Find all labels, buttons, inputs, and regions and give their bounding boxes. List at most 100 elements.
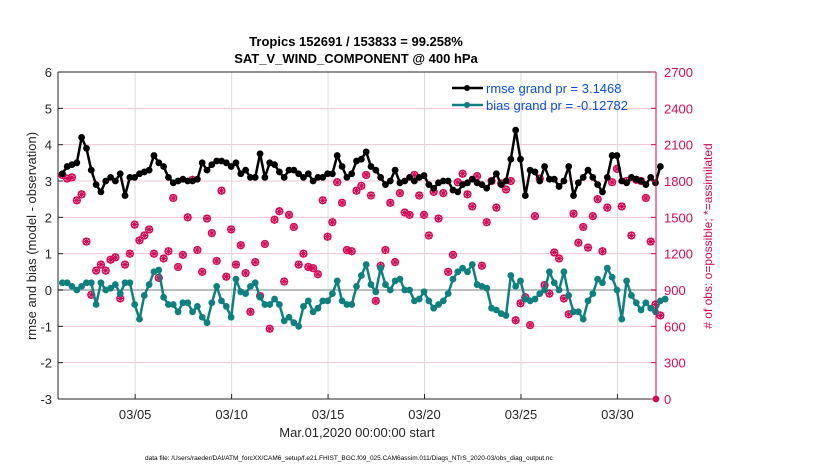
rmse-point [357,155,365,163]
bias-point [454,268,462,276]
bias-point [623,277,630,285]
legend-label-rmse: rmse grand pr = 3.1468 [486,81,622,96]
bias-point [68,282,76,290]
rmse-point [338,163,346,170]
obs-count-point [569,209,578,218]
obs-count-point [468,202,477,211]
rmse-point [603,173,611,181]
y-tick-label-right: 300 [664,356,686,371]
bias-point [121,279,129,287]
x-ticks: 03/05 03/10 03/15 03/20 03/25 03/30 [119,394,634,422]
obs-count-point [202,214,212,223]
obs-count-point [419,210,429,220]
obs-count-point [337,198,347,207]
rmse-point [386,177,394,185]
obs-count-point [646,237,655,246]
y-tick-label: 4 [45,138,52,153]
bias-point [560,268,568,276]
bias-point [574,308,582,316]
obs-count-point [67,173,77,182]
obs-count-point [608,178,617,187]
obs-count-point [149,249,159,258]
y-tick-label: -3 [40,392,52,407]
rmse-point [193,175,201,183]
bias-point [174,308,182,316]
obs-count-point [164,247,173,256]
y-tick-label: 0 [45,283,52,298]
rmse-point [251,173,259,181]
bias-point [512,282,520,290]
bias-point [198,313,206,321]
y-ticks-right: 2700 2400 2100 1800 1500 1200 900 600 300 0 [651,65,693,407]
rmse-point [324,170,331,178]
rmse-point [594,181,602,189]
obs-count-point [477,261,487,270]
rmse-point [512,126,520,134]
chart-subtitle: SAT_V_WIND_COMPONENT @ 400 hPa [234,51,478,66]
bias-point [193,302,201,310]
obs-count-point [236,241,245,250]
bias-point [232,275,240,283]
bias-point [661,295,669,303]
rmse-point [271,161,278,169]
bias-point [165,301,172,308]
bias-point [247,282,254,290]
obs-count-point [583,243,593,252]
bias-point [492,306,500,314]
x-tick-label: 03/05 [119,407,152,422]
rmse-point [497,181,505,189]
rmse-point [319,173,327,181]
rmse-point [348,170,356,178]
bias-point [565,292,573,299]
rmse-point [300,173,307,181]
obs-count-point [333,178,342,187]
rmse-point [531,168,539,176]
bias-point [218,297,225,305]
rmse-point [121,192,129,199]
bias-point [613,286,621,294]
bias-point [555,286,563,294]
rmse-point [521,192,529,199]
obs-count-point [260,239,269,249]
obs-count-point [130,220,139,229]
bias-point [256,293,264,301]
rmse-point [541,163,548,170]
obs-count-point [574,238,583,247]
rmse-point [116,170,124,178]
bias-point [58,279,66,287]
obs-count-point [588,212,597,221]
rmse-point [608,152,616,159]
bias-point [295,322,303,330]
rmse-point [131,173,139,181]
obs-count-point [492,203,501,212]
bias-point [536,290,544,298]
rmse-point [165,173,172,181]
y-tick-label-right: 1800 [664,174,693,189]
obs-count-point [603,203,612,212]
obs-count-point [173,262,183,272]
obs-count-point [159,254,168,263]
bias-point [584,297,592,305]
rmse-point [391,166,399,174]
obs-count-point [444,267,453,276]
bias-point [203,319,211,327]
obs-count-point [516,299,525,308]
bias-point [160,293,168,301]
obs-count-point [77,190,86,199]
obs-count-point [96,260,106,269]
bias-point [309,308,317,316]
rmse-point [58,170,66,178]
bias-point [169,301,177,308]
rmse-point [410,177,418,185]
obs-count-point [193,245,202,255]
obs-count-point [352,186,361,195]
rmse-point [546,175,553,183]
obs-count-point [501,185,511,194]
obs-count-point [280,277,289,286]
rmse-point [145,166,153,174]
bias-point [396,275,404,283]
bias-point [300,302,307,310]
bias-point [401,286,409,294]
rmse-point [309,177,317,185]
obs-count-point [294,260,303,269]
